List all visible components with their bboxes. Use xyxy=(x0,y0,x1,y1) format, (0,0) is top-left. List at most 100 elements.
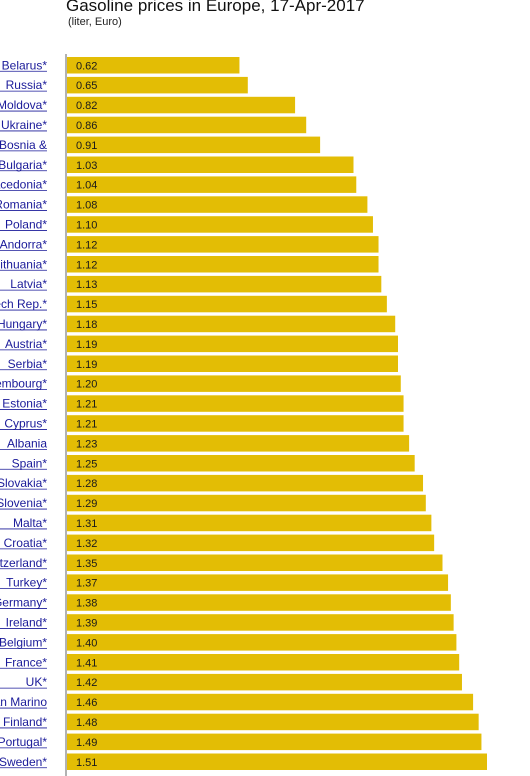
category-label: Belgium* xyxy=(0,635,47,649)
bar-value-label: 1.37 xyxy=(76,578,97,590)
category-label: Turkey* xyxy=(6,576,47,590)
bar-value-label: 1.49 xyxy=(76,737,97,749)
category-label: Ukraine* xyxy=(1,118,47,132)
bar xyxy=(67,673,462,691)
category-label: San Marino xyxy=(0,695,47,709)
category-label: Latvia* xyxy=(10,277,47,291)
bar-value-label: 1.21 xyxy=(76,399,97,411)
bar-value-label: 1.42 xyxy=(76,677,97,689)
bar xyxy=(67,514,432,532)
category-label: Macedonia* xyxy=(0,178,47,192)
bar-value-label: 1.18 xyxy=(76,319,97,331)
bar-value-label: 1.28 xyxy=(76,478,97,490)
category-label: Luxembourg* xyxy=(0,377,47,391)
category-label: Switzerland* xyxy=(0,556,47,570)
bar xyxy=(67,554,443,571)
category-label: Austria* xyxy=(5,337,47,351)
bar xyxy=(67,256,379,273)
bar-value-label: 1.12 xyxy=(76,259,97,271)
bar-value-label: 1.41 xyxy=(76,657,97,669)
category-label: Lithuania* xyxy=(0,257,47,271)
bar xyxy=(67,335,398,353)
category-label: Hungary* xyxy=(0,317,47,331)
category-label: Estonia* xyxy=(2,397,47,411)
category-label: Germany* xyxy=(0,596,47,610)
bar xyxy=(67,76,248,94)
category-label: Poland* xyxy=(5,217,47,231)
bar-value-label: 0.62 xyxy=(76,60,97,72)
bar xyxy=(67,176,357,193)
category-label: Andorra* xyxy=(0,237,47,251)
bar-value-label: 1.40 xyxy=(76,637,97,649)
bar-value-label: 0.82 xyxy=(76,100,97,112)
bar xyxy=(67,574,449,591)
category-label: Albania xyxy=(7,436,47,450)
bar xyxy=(67,96,296,114)
chart-title: Gasoline prices in Europe, 17-Apr-2017 xyxy=(66,0,365,15)
bar-value-label: 1.20 xyxy=(76,379,97,391)
bar-value-label: 1.12 xyxy=(76,239,97,251)
bar-value-label: 1.48 xyxy=(76,717,97,729)
bar xyxy=(67,594,451,611)
bar xyxy=(67,634,457,651)
bar-value-label: 1.38 xyxy=(76,598,97,610)
category-label: Slovakia* xyxy=(0,476,47,490)
bar-value-label: 1.25 xyxy=(76,458,97,470)
category-label: Bosnia & xyxy=(0,138,47,152)
bar xyxy=(67,435,410,452)
bar-value-label: 0.65 xyxy=(76,80,97,92)
bar-value-label: 0.86 xyxy=(76,120,97,132)
category-label: Belarus* xyxy=(2,58,48,72)
bar xyxy=(67,455,415,472)
bar-value-label: 1.19 xyxy=(76,359,97,371)
bar-value-label: 1.21 xyxy=(76,418,97,430)
bar xyxy=(67,415,404,432)
category-label: Malta* xyxy=(13,516,47,530)
category-label: Finland* xyxy=(3,715,47,729)
bar-value-label: 1.10 xyxy=(76,219,97,231)
bar-value-label: 1.46 xyxy=(76,697,97,709)
bar xyxy=(67,156,354,173)
bar xyxy=(67,216,373,233)
bar xyxy=(67,395,404,412)
bar-value-label: 1.15 xyxy=(76,299,97,311)
bar xyxy=(67,614,454,631)
bar-value-label: 1.39 xyxy=(76,617,97,629)
category-label: Russia* xyxy=(6,78,48,92)
bar-value-label: 1.23 xyxy=(76,438,97,450)
category-label: UK* xyxy=(26,675,48,689)
chart-subtitle: (liter, Euro) xyxy=(68,16,122,28)
category-label: Spain* xyxy=(12,456,48,470)
category-label: Bulgaria* xyxy=(0,158,47,172)
bar xyxy=(67,375,401,392)
category-label: Moldova* xyxy=(0,98,47,112)
category-label: Czech Rep.* xyxy=(0,297,47,311)
bar-value-label: 1.29 xyxy=(76,498,97,510)
bar xyxy=(67,534,435,552)
bar-value-label: 1.03 xyxy=(76,160,97,172)
category-label: Sweden* xyxy=(0,755,47,769)
category-label: Croatia* xyxy=(4,536,48,550)
bar xyxy=(67,713,479,731)
bar xyxy=(67,733,482,751)
category-label: Cyprus* xyxy=(4,416,47,430)
bar xyxy=(67,753,487,770)
category-label: Romania* xyxy=(0,198,47,212)
bar xyxy=(67,315,396,333)
bar xyxy=(67,693,474,711)
bar xyxy=(67,236,379,253)
bar-value-label: 1.51 xyxy=(76,757,97,769)
bars-group: 0.62 Belarus* 0.65 Russia* 0.82 Moldova* 0.86 U… xyxy=(0,57,487,770)
bar-value-label: 1.32 xyxy=(76,538,97,550)
bar-value-label: 1.08 xyxy=(76,200,97,212)
bar xyxy=(67,355,398,372)
category-label: Portugal* xyxy=(0,735,47,749)
bar-value-label: 1.04 xyxy=(76,180,97,192)
bar xyxy=(67,136,321,154)
bar-value-label: 1.35 xyxy=(76,558,97,570)
bar-value-label: 1.19 xyxy=(76,339,97,351)
bar xyxy=(67,654,460,671)
bar xyxy=(67,494,426,512)
category-label: Ireland* xyxy=(6,615,48,629)
